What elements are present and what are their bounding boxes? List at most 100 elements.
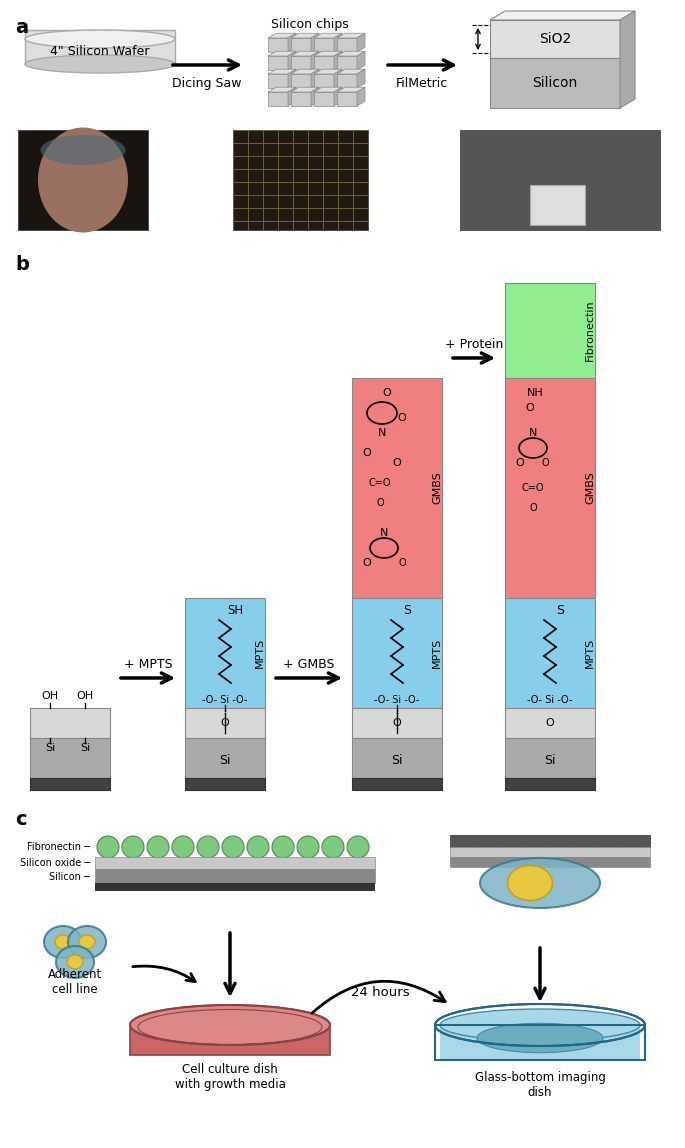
Ellipse shape (56, 946, 94, 978)
Text: N: N (379, 528, 388, 538)
Ellipse shape (79, 934, 95, 949)
Text: O: O (383, 388, 391, 398)
Text: Silicon ─: Silicon ─ (49, 872, 90, 882)
Circle shape (574, 848, 592, 866)
Circle shape (622, 848, 640, 866)
Text: MPTS: MPTS (585, 638, 595, 668)
Ellipse shape (40, 135, 125, 165)
Bar (352, 378, 442, 598)
Bar (95, 869, 375, 883)
Text: N: N (529, 428, 537, 439)
Polygon shape (490, 11, 635, 20)
Bar (352, 738, 442, 778)
Text: Si: Si (545, 754, 556, 768)
Text: O: O (398, 558, 406, 568)
Circle shape (122, 836, 144, 858)
Polygon shape (337, 69, 365, 73)
Bar (268, 38, 288, 52)
Circle shape (222, 836, 244, 858)
Bar (95, 858, 375, 869)
Bar (505, 598, 595, 708)
Bar (233, 130, 368, 230)
Circle shape (297, 836, 319, 858)
Polygon shape (268, 69, 296, 73)
Bar (352, 708, 442, 738)
Bar (291, 92, 311, 106)
Bar (450, 858, 650, 867)
Ellipse shape (68, 926, 106, 957)
Polygon shape (357, 33, 365, 52)
Text: O: O (525, 403, 534, 413)
Circle shape (347, 836, 369, 858)
Text: Si: Si (219, 754, 231, 768)
Polygon shape (291, 33, 319, 38)
Polygon shape (288, 33, 296, 52)
Ellipse shape (130, 1004, 330, 1045)
Circle shape (147, 836, 169, 858)
Polygon shape (311, 33, 319, 52)
Text: Si: Si (45, 743, 55, 753)
Bar (440, 1025, 640, 1060)
Text: Adherent
cell line: Adherent cell line (48, 968, 102, 996)
Polygon shape (268, 52, 296, 56)
Polygon shape (357, 69, 365, 88)
Polygon shape (291, 52, 319, 56)
Text: Silicon: Silicon (532, 76, 577, 90)
Polygon shape (268, 87, 296, 92)
Polygon shape (620, 11, 635, 108)
Text: O: O (546, 718, 554, 728)
Polygon shape (288, 52, 296, 70)
Polygon shape (314, 52, 342, 56)
Polygon shape (314, 69, 342, 73)
Polygon shape (334, 69, 342, 88)
Text: Silicon oxide ─: Silicon oxide ─ (20, 858, 90, 868)
Polygon shape (291, 87, 319, 92)
Ellipse shape (480, 858, 600, 908)
Text: -O- Si -O-: -O- Si -O- (202, 695, 248, 705)
Polygon shape (311, 52, 319, 70)
Text: -O- Si -O-: -O- Si -O- (374, 695, 420, 705)
Text: FilMetric: FilMetric (396, 77, 448, 90)
Polygon shape (291, 69, 319, 73)
Ellipse shape (38, 127, 128, 233)
Text: MPTS: MPTS (255, 638, 265, 668)
Text: Cell culture dish
with growth media: Cell culture dish with growth media (175, 1063, 286, 1091)
Text: O: O (393, 718, 401, 728)
Text: OH: OH (77, 691, 94, 701)
Bar (505, 708, 595, 738)
Bar (450, 847, 650, 858)
Bar (505, 378, 595, 598)
Bar (490, 20, 620, 59)
Text: Si: Si (80, 743, 90, 753)
Bar (352, 778, 442, 790)
Circle shape (454, 848, 472, 866)
Text: O: O (362, 558, 371, 568)
Ellipse shape (67, 955, 83, 969)
Text: C=O: C=O (522, 483, 545, 492)
Text: c: c (15, 810, 27, 829)
Bar (505, 778, 595, 790)
Polygon shape (334, 87, 342, 106)
Text: -O- Si -O-: -O- Si -O- (527, 695, 573, 705)
Bar (337, 73, 357, 88)
Text: + MPTS: + MPTS (124, 658, 173, 670)
Bar (314, 92, 334, 106)
Ellipse shape (440, 1009, 640, 1041)
Polygon shape (337, 33, 365, 38)
Text: O: O (221, 718, 229, 728)
Text: Fibronectin ─: Fibronectin ─ (27, 841, 90, 852)
Ellipse shape (25, 30, 175, 48)
Circle shape (526, 848, 544, 866)
Polygon shape (288, 87, 296, 106)
Bar (30, 778, 110, 790)
Text: NH: NH (527, 388, 543, 398)
Bar (460, 130, 660, 230)
Text: O: O (516, 458, 525, 468)
Circle shape (172, 836, 194, 858)
Text: SH: SH (227, 604, 243, 616)
Polygon shape (268, 33, 296, 38)
Bar (185, 778, 265, 790)
Bar (130, 1025, 330, 1055)
Bar (18, 130, 148, 230)
Text: SiO2: SiO2 (539, 32, 571, 46)
